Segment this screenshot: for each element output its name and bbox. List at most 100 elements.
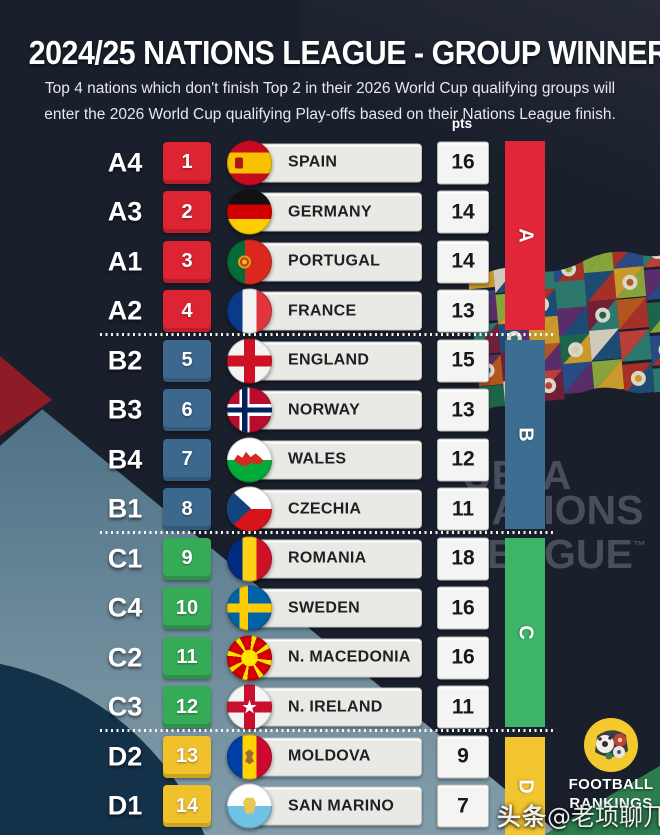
subtitle-line-1: Top 4 nations which don't finish Top 2 i… <box>44 79 616 97</box>
table-row: D1 14 SAN MARINO 7 <box>0 782 660 832</box>
nation-pill: CZECHIA <box>249 489 422 529</box>
brand-line-2: RANKINGS <box>569 795 653 812</box>
rank-badge: 3 <box>163 240 211 283</box>
nation-pill: ENGLAND <box>249 341 422 381</box>
nation-pill: N. MACEDONIA <box>249 638 422 678</box>
football-rankings-label: FOOTBALL RANKINGS <box>556 775 660 813</box>
group-a-section: A4 1 SPAIN 16 A3 2 GERMANY 14 A1 3 PORTU… <box>0 138 660 336</box>
slot-label: C3 <box>107 691 143 722</box>
table-row: C3 12 N. IRELAND 11 <box>0 683 660 733</box>
nation-name: N. IRELAND <box>288 698 383 716</box>
group-separator <box>100 531 556 534</box>
points-box: 15 <box>437 339 489 383</box>
group-separator <box>100 333 556 336</box>
toutiao-watermark: 头条@老项聊几句 <box>497 797 660 832</box>
table-row: B1 8 CZECHIA 11 <box>0 485 660 535</box>
slot-label: C2 <box>107 642 143 673</box>
points-box: 12 <box>437 438 489 482</box>
nation-name: SPAIN <box>288 153 338 171</box>
table-row: B4 7 WALES 12 <box>0 435 660 485</box>
wales-flag-icon <box>227 437 272 483</box>
rank-badge: 11 <box>163 636 211 679</box>
uefa-nations-league-ghost-text: UEFA NATIONS LEAGUE™ <box>462 455 646 577</box>
rank-badge: 5 <box>163 339 211 382</box>
nation-pill: FRANCE <box>249 291 422 331</box>
points-box: 18 <box>437 537 489 581</box>
nation-pill: SPAIN <box>249 143 422 183</box>
nation-pill: GERMANY <box>249 192 422 232</box>
slot-label: D2 <box>107 741 143 772</box>
portugal-flag-icon <box>227 239 272 285</box>
sweden-flag-icon <box>227 585 272 631</box>
spain-flag-icon <box>227 140 272 186</box>
slot-label: A4 <box>107 147 143 178</box>
rank-badge: 2 <box>163 191 211 234</box>
table-row: A4 1 SPAIN 16 <box>0 138 660 188</box>
slot-label: B2 <box>107 345 143 376</box>
points-box: 13 <box>437 388 489 432</box>
points-box: 16 <box>437 636 489 680</box>
table-row: A1 3 PORTUGAL 14 <box>0 237 660 287</box>
slot-label: A3 <box>107 196 143 227</box>
norway-flag-icon <box>227 387 272 433</box>
nation-name: WALES <box>288 450 347 468</box>
slot-label: B1 <box>107 493 143 524</box>
nation-name: ENGLAND <box>288 351 370 369</box>
rank-badge: 6 <box>163 389 211 432</box>
rank-badge: 7 <box>163 438 211 481</box>
rank-badge: 9 <box>163 537 211 580</box>
watermark-logo-text: 头条 <box>497 803 547 831</box>
france-flag-icon <box>227 288 272 334</box>
nation-pill: N. IRELAND <box>249 687 422 727</box>
czechia-flag-icon <box>227 486 272 532</box>
watermark-handle: @老项聊几句 <box>547 803 660 831</box>
slot-label: C1 <box>107 543 143 574</box>
points-box: 7 <box>437 784 489 828</box>
points-box: 14 <box>437 240 489 284</box>
points-box: 14 <box>437 190 489 234</box>
rank-badge: 4 <box>163 290 211 333</box>
league-c-band: C <box>505 538 545 727</box>
nation-pill: ROMANIA <box>249 539 422 579</box>
nation-name: NORWAY <box>288 401 361 419</box>
slot-label: B4 <box>107 444 143 475</box>
nation-name: N. MACEDONIA <box>288 648 411 666</box>
points-box: 11 <box>437 487 489 531</box>
group-d-section: D2 13 MOLDOVA 9 D1 14 SAN MARINO 7 <box>0 732 660 831</box>
rank-badge: 8 <box>163 488 211 531</box>
slot-label: D1 <box>107 790 143 821</box>
nation-pill: MOLDOVA <box>249 737 422 777</box>
table-row: C2 11 N. MACEDONIA 16 <box>0 633 660 683</box>
league-a-band: A <box>505 141 545 330</box>
group-separator <box>100 729 556 732</box>
nation-pill: SWEDEN <box>249 588 422 628</box>
football-rankings-logo-icon <box>584 718 638 772</box>
subtitle-line-2: enter the 2026 World Cup qualifying Play… <box>44 105 616 123</box>
slot-label: A1 <box>107 246 143 277</box>
rank-badge: 10 <box>163 587 211 630</box>
slot-label: C4 <box>107 592 143 623</box>
nation-name: CZECHIA <box>288 500 362 518</box>
points-box: 16 <box>437 141 489 185</box>
nation-pill: NORWAY <box>249 390 422 430</box>
romania-flag-icon <box>227 536 272 582</box>
subtitle: Top 4 nations which don't finish Top 2 i… <box>0 76 660 128</box>
trademark-symbol: ™ <box>632 538 646 553</box>
group-c-section: C1 9 ROMANIA 18 C4 10 SWEDEN 16 C2 11 N.… <box>0 534 660 732</box>
points-box: 16 <box>437 586 489 630</box>
rank-badge: 12 <box>163 686 211 729</box>
league-b-band: B <box>505 340 545 529</box>
nation-name: SWEDEN <box>288 599 361 617</box>
group-b-section: B2 5 ENGLAND 15 B3 6 NORWAY 13 B4 7 WALE… <box>0 336 660 534</box>
slot-label: B3 <box>107 394 143 425</box>
rank-badge: 13 <box>163 735 211 778</box>
nation-name: SAN MARINO <box>288 797 395 815</box>
table-row: C1 9 ROMANIA 18 <box>0 534 660 584</box>
ghost-line-league: LEAGUE™ <box>462 531 646 577</box>
moldova-flag-icon <box>227 734 272 780</box>
page-title: 2024/25 NATIONS LEAGUE - GROUP WINNERS <box>28 34 660 72</box>
nation-name: ROMANIA <box>288 549 367 567</box>
brand-line-1: FOOTBALL <box>568 776 654 793</box>
germany-flag-icon <box>227 189 272 235</box>
rank-badge: 1 <box>163 141 211 184</box>
